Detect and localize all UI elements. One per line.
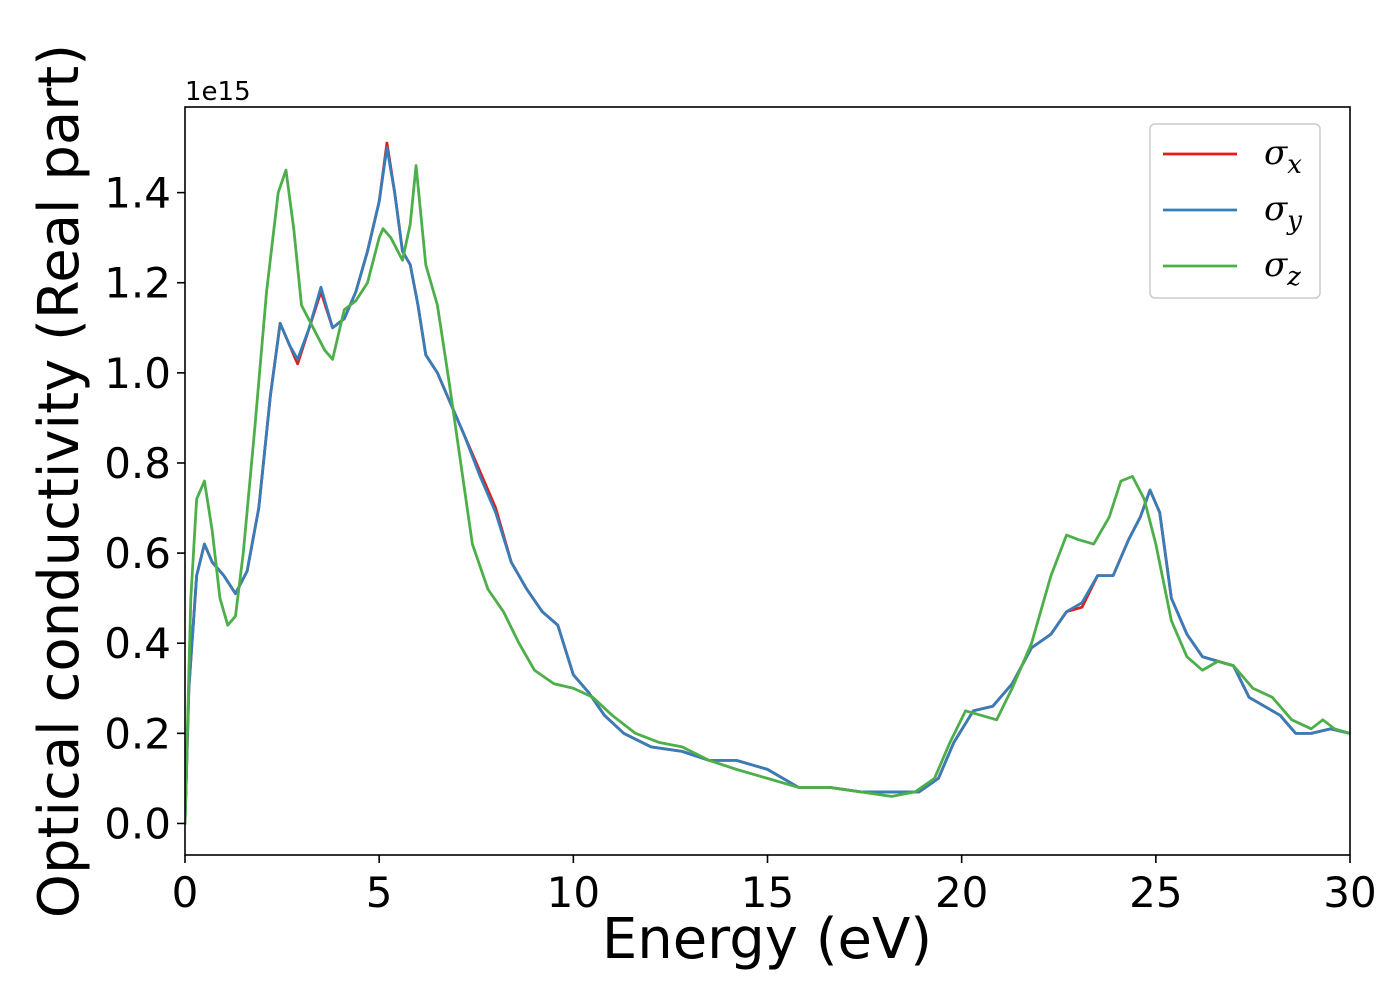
x-tick-label: 15 bbox=[741, 868, 794, 917]
y-tick-label: 0.4 bbox=[104, 619, 171, 668]
legend-label-y: σy bbox=[1264, 189, 1302, 236]
series-layer bbox=[185, 141, 1350, 825]
x-tick-label: 0 bbox=[172, 868, 199, 917]
y-tick-label: 0.2 bbox=[104, 709, 171, 758]
x-tick-label: 20 bbox=[935, 868, 988, 917]
y-offset-label: 1e15 bbox=[185, 77, 251, 107]
y-tick-label: 1.2 bbox=[104, 259, 171, 308]
y-tick-label: 0.0 bbox=[104, 799, 171, 848]
x-tick-label: 5 bbox=[366, 868, 393, 917]
series-line-z bbox=[185, 164, 1350, 825]
x-axis-label: Energy (eV) bbox=[602, 907, 932, 972]
x-tick-label: 25 bbox=[1129, 868, 1182, 917]
y-tick-label: 0.6 bbox=[104, 529, 171, 578]
series-line-y bbox=[185, 146, 1350, 825]
y-axis-ticks: 0.0 0.2 0.4 0.6 0.8 1.0 1.2 1.4 bbox=[104, 169, 185, 848]
y-tick-label: 1.4 bbox=[104, 169, 171, 218]
y-tick-label: 0.8 bbox=[104, 439, 171, 488]
x-tick-label: 10 bbox=[547, 868, 600, 917]
x-tick-label: 30 bbox=[1323, 868, 1376, 917]
legend: σx σy σz bbox=[1149, 123, 1321, 299]
x-axis-ticks: 0 5 10 15 20 25 30 bbox=[172, 855, 1377, 917]
legend-label-z: σz bbox=[1264, 245, 1301, 292]
y-tick-label: 1.0 bbox=[104, 349, 171, 398]
y-axis-label: Optical conductivity (Real part) bbox=[27, 44, 92, 918]
legend-label-x: σx bbox=[1264, 133, 1302, 180]
